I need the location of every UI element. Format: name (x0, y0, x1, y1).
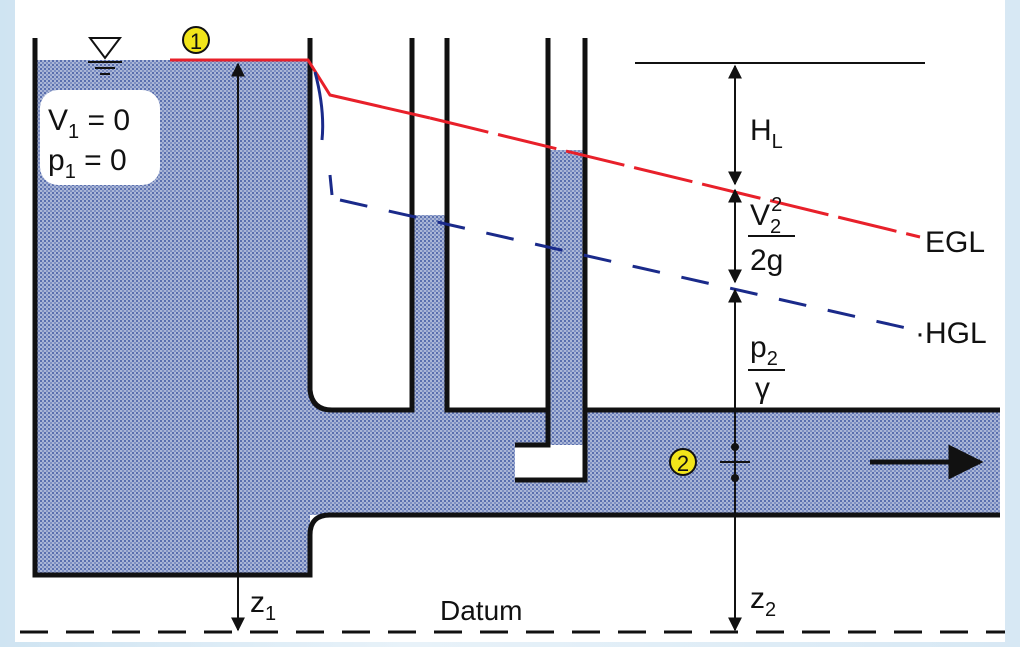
marker-label: 2 (677, 451, 689, 476)
v1-label: V1 = 0 (48, 104, 130, 143)
velocity-head-label: V22 (750, 194, 782, 238)
datum-label: Datum (440, 595, 522, 626)
marker (669, 448, 697, 476)
marker (182, 26, 210, 54)
hgl-label: ·HGL (915, 317, 987, 350)
point (731, 474, 739, 482)
pressure-head-denominator: γ (755, 372, 770, 405)
z1-label: z1 (250, 586, 276, 625)
walls (32, 38, 1000, 578)
marker-label: 1 (190, 29, 202, 54)
point (731, 443, 739, 451)
pressure-head-label: p2 (750, 331, 778, 370)
egl-line (170, 58, 431, 120)
label-box (40, 90, 160, 185)
p1-label: p1 = 0 (48, 144, 127, 183)
surface-symbol (88, 37, 122, 75)
egl-label: EGL (925, 226, 985, 259)
hgl-line (313, 71, 334, 196)
head-loss-label: HL (750, 114, 783, 153)
egl-line (429, 116, 921, 239)
z2-label: z2 (750, 582, 776, 621)
velocity-head-denominator: 2g (750, 244, 783, 277)
dimension-arrows (231, 62, 750, 632)
